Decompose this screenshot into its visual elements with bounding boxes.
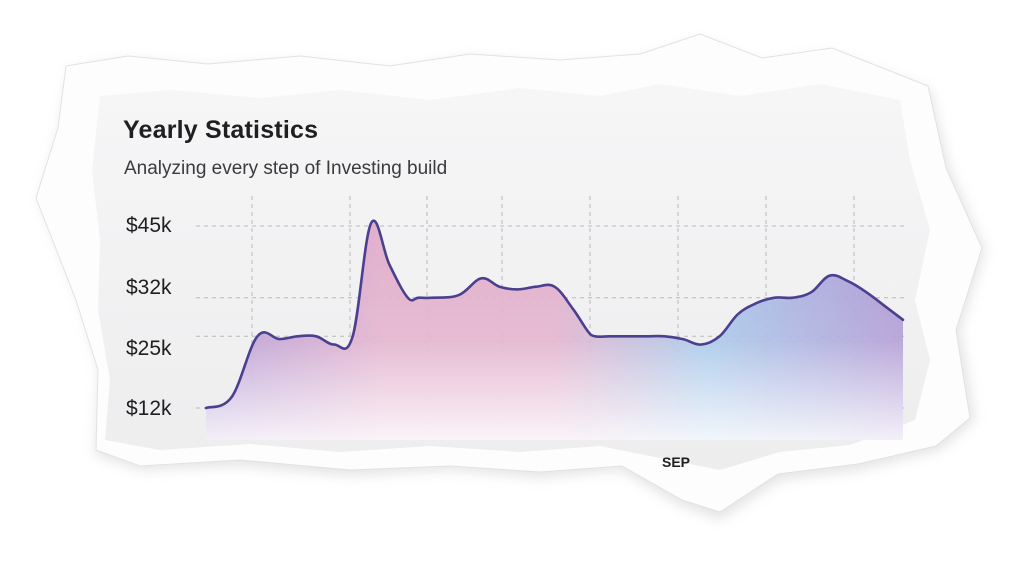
y-tick-label: $45k: [126, 214, 172, 237]
series-line: [204, 219, 905, 410]
y-tick-label: $25k: [126, 337, 172, 360]
chart-subtitle: Analyzing every step of Investing build: [124, 158, 448, 179]
series-area-fade: [206, 220, 903, 440]
chart-title: Yearly Statistics: [123, 116, 319, 144]
y-tick-label: $32k: [126, 276, 172, 299]
y-tick-label: $12k: [126, 397, 172, 420]
x-tick-label: SEP: [662, 454, 691, 470]
